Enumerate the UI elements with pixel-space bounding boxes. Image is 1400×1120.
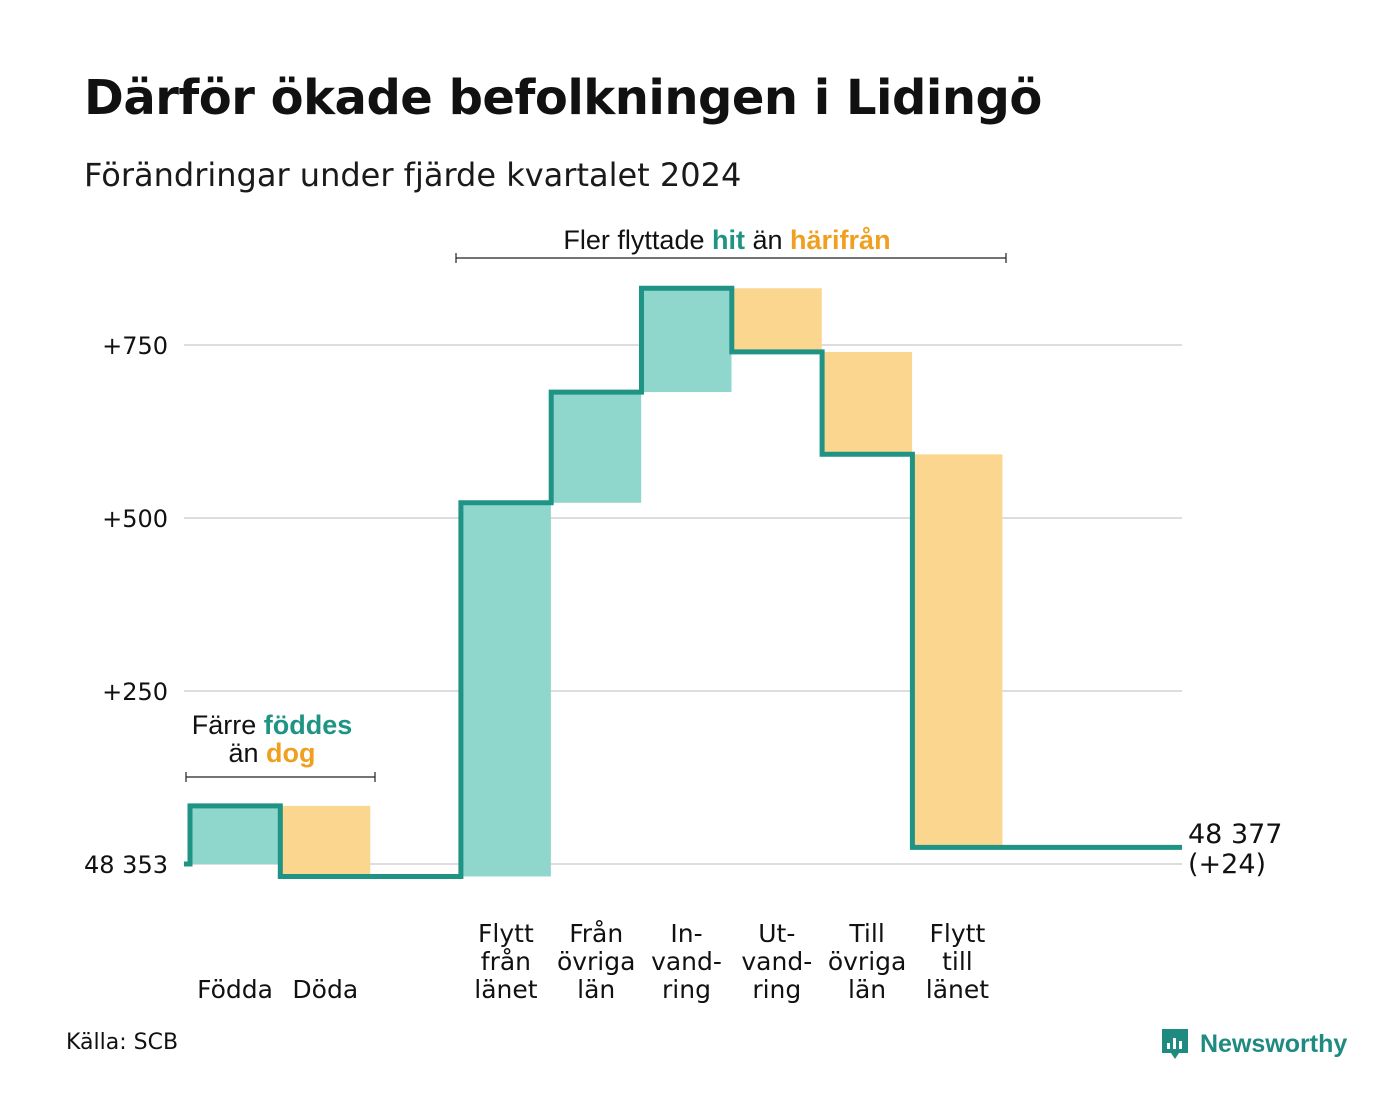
births-annotation-prefix: Färre bbox=[192, 710, 264, 740]
newsworthy-logo[interactable]: Newsworthy bbox=[1160, 1027, 1347, 1061]
x-category-label: övriga bbox=[557, 947, 636, 976]
bar-decrease bbox=[280, 805, 371, 877]
gridlines bbox=[184, 344, 1182, 865]
x-category-label: Ut- bbox=[758, 919, 795, 948]
x-category-label: från bbox=[481, 947, 531, 976]
bar-increase bbox=[551, 392, 642, 503]
y-tick-label: 48 353 bbox=[84, 851, 168, 879]
x-category-label: ring bbox=[662, 975, 711, 1004]
moves-annotation: Fler flyttade hit än härifrån bbox=[455, 225, 1007, 263]
end-change: (+24) bbox=[1188, 849, 1266, 880]
end-value: 48 377 bbox=[1188, 819, 1282, 850]
bar-decrease bbox=[822, 351, 913, 455]
y-tick-label: +250 bbox=[102, 678, 168, 706]
x-category-label: Till bbox=[848, 919, 884, 948]
chart-subtitle: Förändringar under fjärde kvartalet 2024 bbox=[84, 156, 742, 194]
x-category-label: Flytt bbox=[930, 919, 986, 948]
bar-decrease bbox=[912, 454, 1003, 848]
moves-annotation-prefix: Fler flyttade bbox=[563, 225, 712, 255]
chart-title: Därför ökade befolkningen i Lidingö bbox=[84, 70, 1042, 126]
moves-annotation-highlight-here: hit bbox=[712, 225, 745, 255]
newsworthy-logo-text: Newsworthy bbox=[1200, 1029, 1348, 1058]
bar-increase bbox=[190, 805, 280, 864]
y-tick-label: +500 bbox=[102, 505, 168, 533]
moves-annotation-mid: än bbox=[745, 225, 790, 255]
end-value-label: 48 377 (+24) bbox=[1188, 819, 1282, 880]
svg-text:Färre föddes: Färre föddes bbox=[192, 710, 353, 740]
bar-increase bbox=[641, 288, 732, 393]
x-category-label: Flytt bbox=[478, 919, 534, 948]
x-category-label: län bbox=[577, 975, 615, 1004]
newsworthy-logo-icon bbox=[1162, 1029, 1188, 1059]
x-axis-labels: Födda DödaFlyttfrånlänetFrånövrigalänIn-v… bbox=[197, 919, 989, 1004]
cumulative-step-line bbox=[184, 285, 1182, 879]
source-note: Källa: SCB bbox=[66, 1030, 179, 1055]
moves-annotation-highlight-away: härifrån bbox=[790, 225, 891, 255]
bar-increase bbox=[460, 502, 551, 877]
svg-text:än dog: än dog bbox=[228, 738, 315, 768]
x-category-label: Födda bbox=[197, 975, 273, 1004]
svg-text:Fler flyttade hit än härifrån: Fler flyttade hit än härifrån bbox=[563, 225, 890, 255]
births-annotation-highlight-died: dog bbox=[266, 738, 315, 768]
births-annotation-bracket bbox=[185, 772, 376, 782]
births-annotation: Färre föddes än dog bbox=[185, 710, 376, 782]
bar-decrease bbox=[731, 288, 822, 352]
x-category-label: övriga bbox=[828, 947, 907, 976]
x-category-label: till bbox=[942, 947, 973, 976]
x-category-label: ring bbox=[752, 975, 801, 1004]
y-tick-label: +750 bbox=[102, 332, 168, 360]
births-annotation-mid: än bbox=[228, 738, 266, 768]
births-annotation-highlight-born: föddes bbox=[264, 710, 353, 740]
x-category-label: In- bbox=[670, 919, 702, 948]
x-category-label: länet bbox=[474, 975, 537, 1004]
x-category-label: Döda bbox=[292, 975, 358, 1004]
bars bbox=[190, 288, 1003, 877]
x-category-label: län bbox=[848, 975, 886, 1004]
y-axis-ticks: 48 353 +250 +500 +750 bbox=[84, 332, 168, 879]
x-category-label: länet bbox=[926, 975, 989, 1004]
x-category-label: vand- bbox=[741, 947, 812, 976]
x-category-label: vand- bbox=[651, 947, 722, 976]
moves-annotation-bracket bbox=[455, 253, 1007, 263]
step-line bbox=[184, 285, 1182, 879]
x-category-label: Från bbox=[569, 919, 623, 948]
